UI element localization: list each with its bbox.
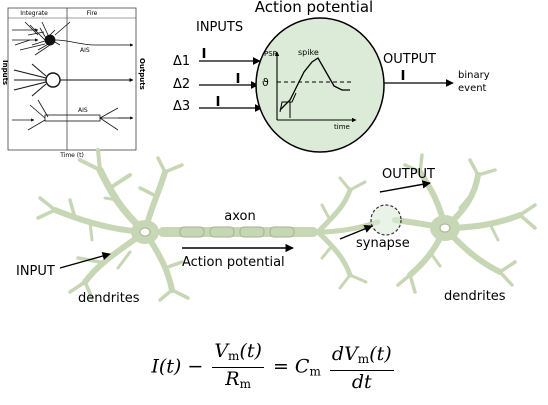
compartment-neuron <box>12 99 134 131</box>
theta-label: ϑ <box>262 76 269 89</box>
simple-node <box>13 63 134 97</box>
membrane-equation: I(t) − Vm(t) Rm = Cm dVm(t) dt <box>0 340 548 395</box>
input-label: INPUT <box>16 264 55 279</box>
left-nucleus <box>139 227 151 237</box>
action-potential-panel: Action potential INPUTS Δ1 Δ2 Δ3 PSP spi… <box>173 0 490 153</box>
synapse-circle <box>370 204 402 236</box>
binary-label: binary <box>458 70 490 81</box>
dendrites-left-label: dendrites <box>78 291 140 306</box>
frac1-den: R <box>225 368 240 390</box>
frac2-den: dt <box>351 370 372 393</box>
formula-coef-sub: m <box>309 364 321 379</box>
detailed-neuron <box>12 21 134 56</box>
frac2-num-sub: m <box>357 351 370 366</box>
synapse-label: synapse <box>356 236 410 251</box>
integrate-label: Integrate <box>20 10 48 17</box>
input-delta-3: Δ3 <box>173 99 190 114</box>
panel-frame <box>7 7 137 151</box>
neuron-arrows <box>59 180 431 269</box>
panel-time-label: Time (t) <box>59 152 84 159</box>
psp-plot <box>274 51 357 123</box>
frac1-num-sub: m <box>228 349 240 363</box>
axon-terminal <box>315 176 381 290</box>
frac2-num-rest: (t) <box>369 342 392 365</box>
ais-label-1: AIS <box>80 47 90 54</box>
formula-equals: = <box>272 355 289 378</box>
spike-label: spike <box>298 48 319 57</box>
frac2-num: dV <box>331 342 358 365</box>
input-delta-1: Δ1 <box>173 54 190 69</box>
left-neuron <box>36 148 190 302</box>
inputs-label: INPUTS <box>196 20 243 35</box>
action-potential-title: Action potential <box>255 0 373 16</box>
ais-label-2: AIS <box>78 107 88 114</box>
outputs-vertical-label: Outputs <box>138 58 146 90</box>
axon-shaft <box>158 227 318 237</box>
frac1-den-sub: m <box>239 377 251 391</box>
formula-minus: − <box>187 355 204 378</box>
inputs-vertical-label: Inputs <box>1 60 9 85</box>
event-label: event <box>458 83 487 94</box>
myelin-segments <box>179 226 295 238</box>
soma-ellipse <box>255 17 385 153</box>
input-arrows <box>199 48 263 112</box>
input-delta-2: Δ2 <box>173 77 190 92</box>
integrate-fire-panel: Integrate Fire Inputs Outputs AIS <box>1 7 146 159</box>
right-nucleus <box>439 223 451 233</box>
frac1-num-rest: (t) <box>239 340 262 362</box>
axon-label: axon <box>224 209 255 224</box>
fraction-dv-dt: dVm(t) dt <box>329 342 394 393</box>
fire-label: Fire <box>87 10 98 17</box>
fraction-v-over-r: Vm(t) Rm <box>212 340 264 395</box>
top-output-label: OUTPUT <box>383 52 436 67</box>
neuron-diagram: axon OUTPUT synapse INPUT Action potenti… <box>16 148 537 306</box>
frac1-num: V <box>214 340 229 362</box>
plot-time-label: time <box>334 123 350 131</box>
dendrites-right-label: dendrites <box>444 289 506 304</box>
action-potential-label: Action potential <box>182 255 285 270</box>
psp-label: PSP <box>264 50 277 58</box>
formula-coef: C <box>294 355 310 378</box>
neuron-output-label: OUTPUT <box>382 167 435 182</box>
formula-lhs: I(t) <box>151 355 182 378</box>
